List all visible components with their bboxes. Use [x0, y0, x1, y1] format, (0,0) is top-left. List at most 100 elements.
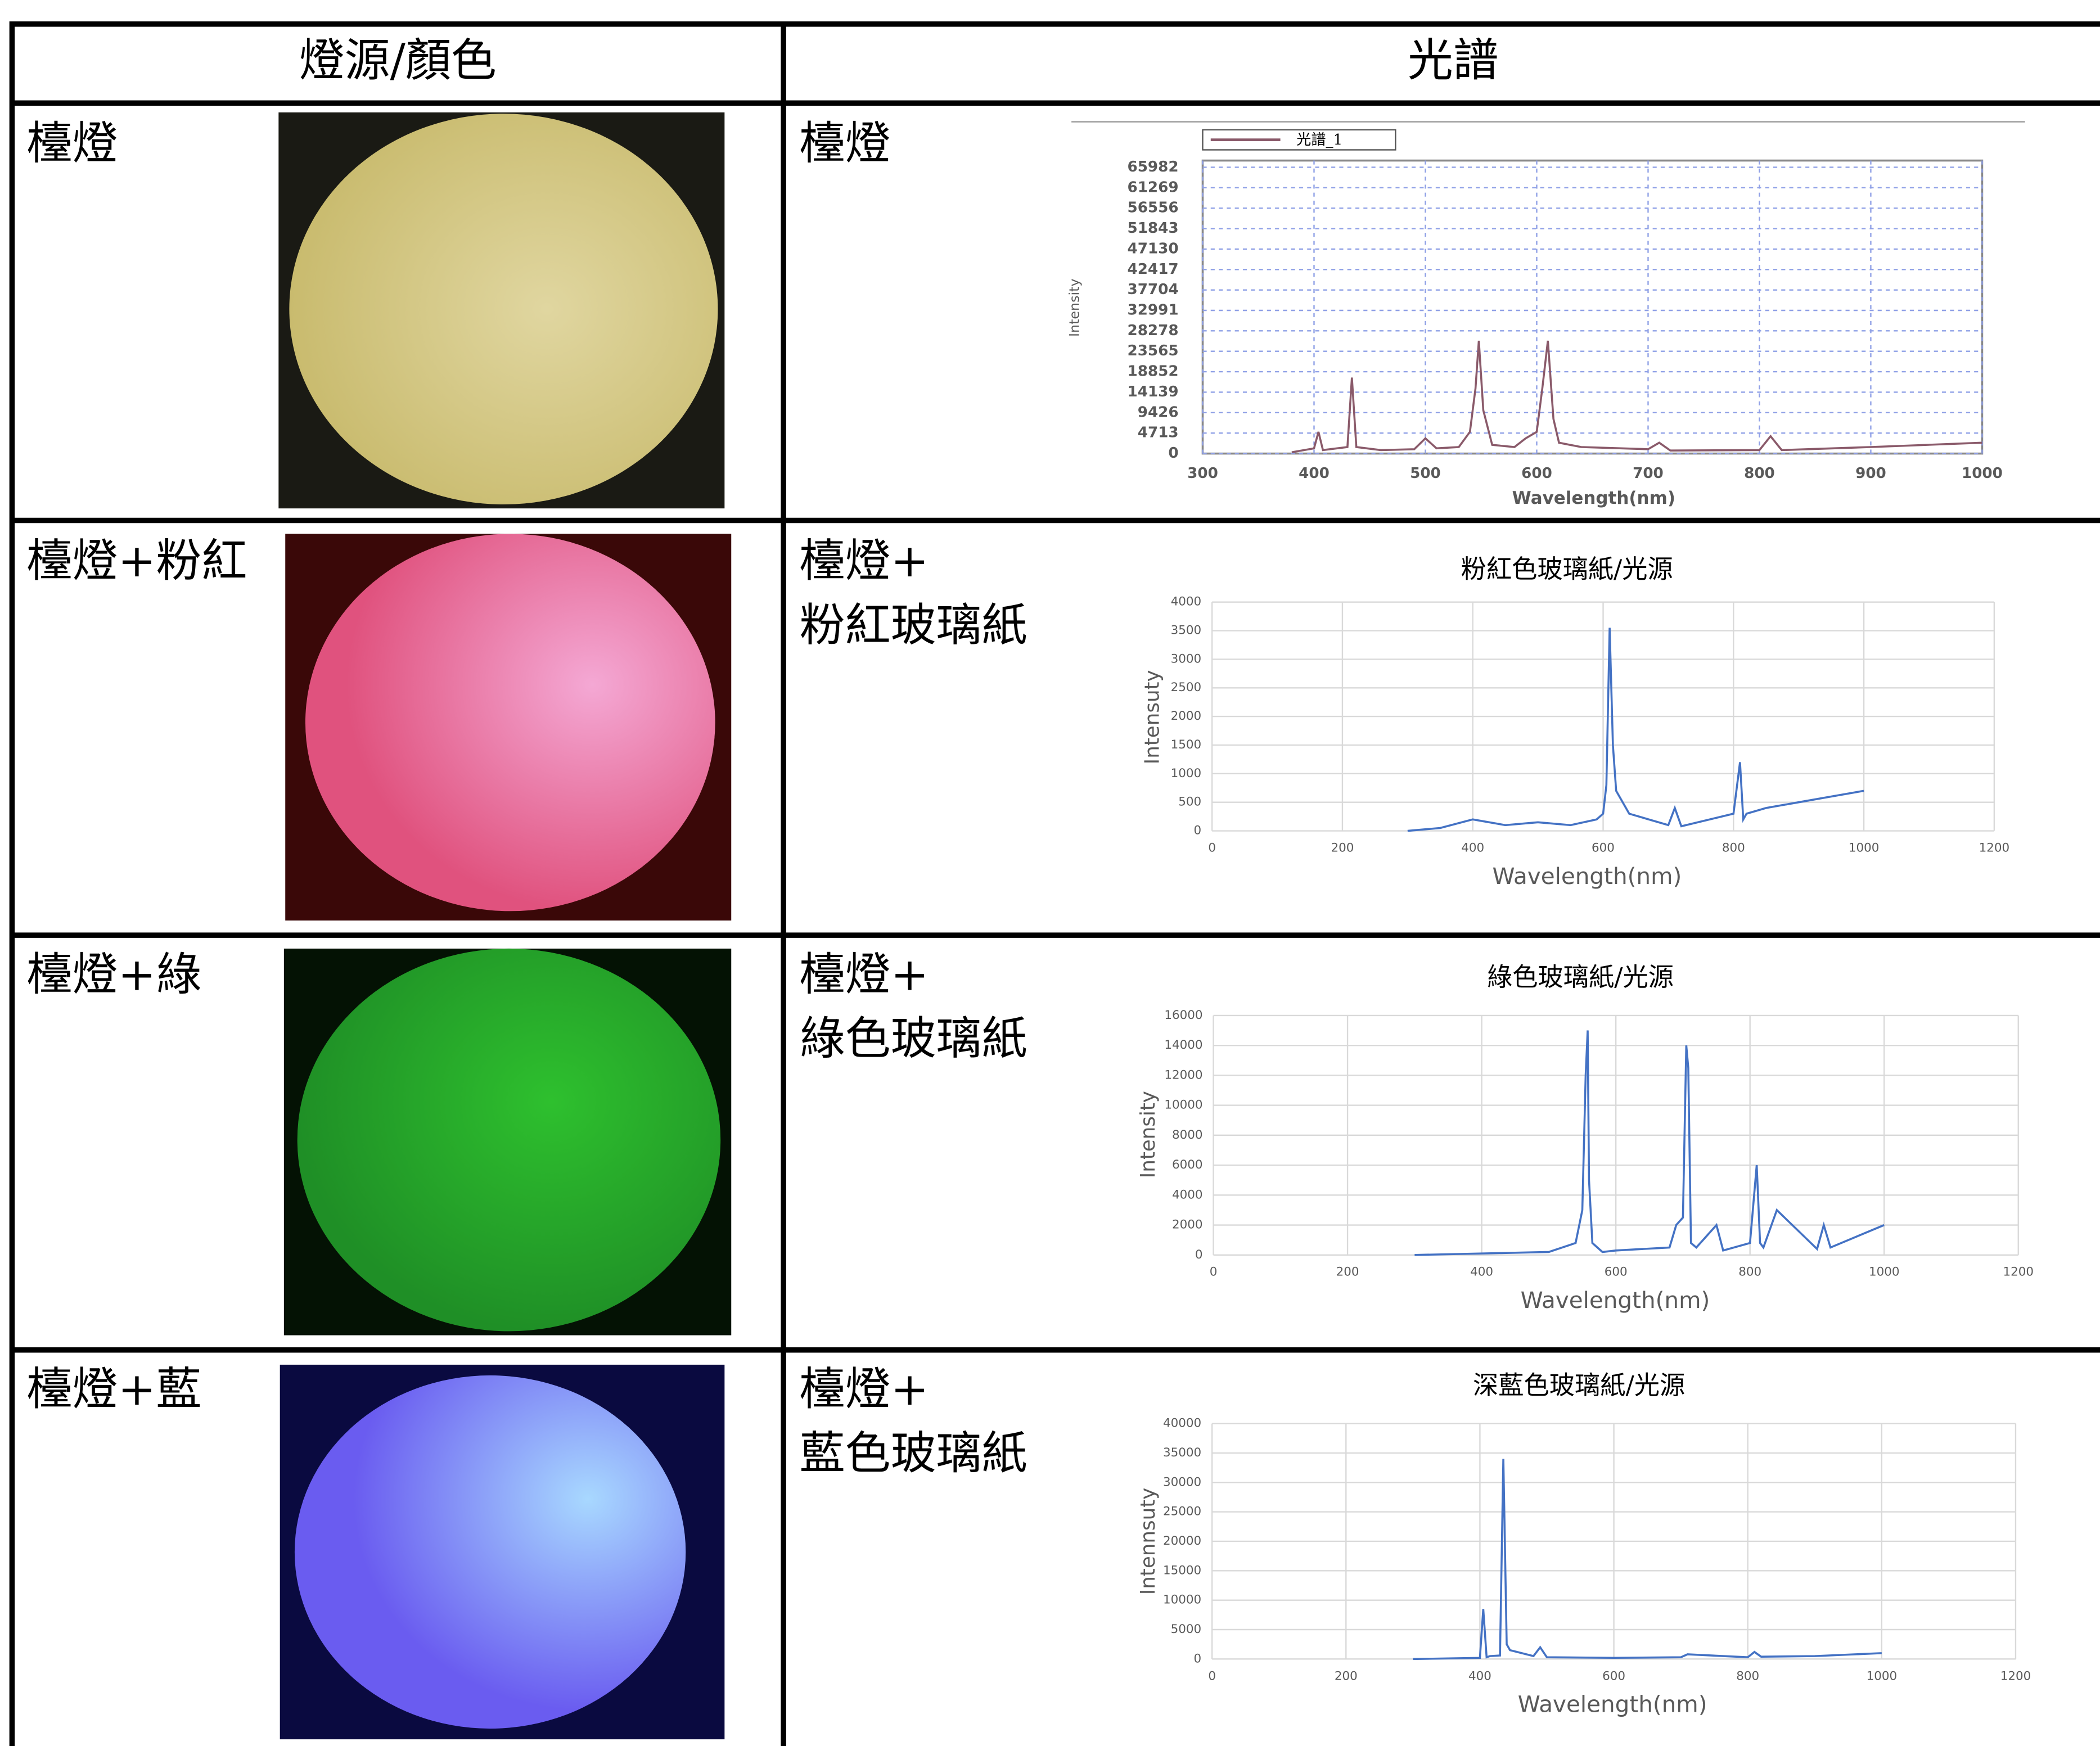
y-tick-label: 35000 [1163, 1446, 1201, 1460]
y-tick-label: 37704 [1128, 281, 1179, 298]
x-tick-label: 400 [1470, 1265, 1493, 1279]
y-tick-label: 14139 [1128, 384, 1179, 400]
chart-title: 粉紅色玻璃紙/光源 [1461, 554, 1673, 584]
y-tick-label: 40000 [1163, 1416, 1201, 1431]
y-tick-label: 30000 [1163, 1475, 1201, 1489]
y-tick-label: 32991 [1128, 302, 1179, 319]
y-tick-label: 3500 [1171, 624, 1202, 638]
x-tick-label: 300 [1187, 465, 1218, 482]
spectrum-line [1413, 1459, 1882, 1661]
x-tick-label: 700 [1633, 465, 1664, 482]
x-tick-label: 800 [1738, 1265, 1761, 1279]
x-axis-label: Wavelength(nm) [1521, 1287, 1710, 1314]
y-tick-label: 56556 [1128, 200, 1179, 216]
x-tick-label: 800 [1736, 1669, 1759, 1683]
y-tick-label: 0 [1193, 824, 1201, 838]
x-tick-label: 600 [1605, 1265, 1628, 1279]
x-tick-label: 1200 [1979, 841, 2010, 855]
source-label: 檯燈+粉紅 [27, 535, 247, 588]
photos [278, 112, 732, 1740]
y-tick-label: 28278 [1128, 322, 1179, 339]
y-tick-label: 4000 [1172, 1188, 1203, 1202]
table-grid [9, 21, 2100, 1746]
x-tick-label: 400 [1299, 465, 1330, 482]
y-tick-label: 0 [1193, 1652, 1201, 1666]
y-tick-label: 0 [1168, 445, 1178, 462]
x-tick-label: 1200 [2003, 1265, 2034, 1279]
y-tick-label: 8000 [1172, 1128, 1203, 1142]
y-axis-label: Intennsuty [1137, 1488, 1160, 1595]
spectrum-line [1407, 628, 1864, 832]
y-tick-label: 10000 [1164, 1098, 1202, 1112]
y-tick-label: 14000 [1164, 1038, 1202, 1052]
x-tick-label: 500 [1410, 465, 1441, 482]
x-tick-label: 400 [1461, 841, 1484, 855]
x-tick-label: 200 [1331, 841, 1354, 855]
spectrum-label: 檯燈 [800, 118, 891, 170]
x-tick-label: 600 [1592, 841, 1615, 855]
spectrum-line [1291, 340, 1982, 454]
y-tick-label: 12000 [1164, 1068, 1202, 1082]
y-tick-label: 61269 [1128, 179, 1179, 196]
y-tick-label: 9426 [1138, 404, 1179, 421]
y-tick-label: 20000 [1163, 1534, 1201, 1548]
y-axis-label: Intensuty [1141, 670, 1164, 764]
y-tick-label: 10000 [1163, 1593, 1201, 1607]
y-tick-label: 2000 [1172, 1218, 1203, 1232]
y-tick-label: 0 [1195, 1248, 1203, 1262]
y-tick-label: 51843 [1128, 220, 1179, 237]
x-tick-label: 1000 [1867, 1669, 1898, 1683]
source-label: 檯燈+綠 [27, 948, 202, 1001]
x-tick-label: 600 [1521, 465, 1552, 482]
x-tick-label: 1000 [1962, 465, 2003, 482]
y-tick-label: 18852 [1128, 363, 1179, 380]
x-axis-label: Wavelength(nm) [1493, 863, 1682, 890]
legend-label: 光譜_1 [1296, 132, 1342, 148]
plot-frame [1201, 159, 1984, 455]
x-tick-label: 200 [1336, 1265, 1359, 1279]
x-tick-label: 1200 [2000, 1669, 2031, 1683]
x-tick-label: 400 [1468, 1669, 1491, 1683]
x-tick-label: 900 [1855, 465, 1886, 482]
spectrum-label: 藍色玻璃紙 [800, 1427, 1028, 1480]
y-tick-label: 1000 [1171, 766, 1202, 780]
y-tick-label: 47130 [1128, 240, 1179, 257]
spectrum-label: 綠色玻璃紙 [800, 1013, 1028, 1066]
y-tick-label: 2000 [1171, 709, 1202, 723]
x-tick-label: 800 [1744, 465, 1775, 482]
x-tick-label: 0 [1208, 1669, 1216, 1683]
y-tick-label: 4000 [1171, 595, 1202, 609]
source-label: 檯燈 [27, 118, 118, 170]
y-tick-label: 1500 [1171, 738, 1202, 752]
spectrum-label: 檯燈+ [800, 948, 929, 1001]
x-axis-label: Wavelength(nm) [1512, 488, 1675, 508]
chart-title: 深藍色玻璃紙/光源 [1473, 1370, 1685, 1400]
y-axis-label: Intensity [1137, 1091, 1160, 1178]
spectrum-label: 粉紅玻璃紙 [800, 599, 1028, 652]
spectrum-label: 檯燈+ [800, 535, 929, 588]
x-tick-label: 200 [1335, 1669, 1358, 1683]
x-tick-label: 1000 [1869, 1265, 1900, 1279]
x-tick-label: 800 [1722, 841, 1745, 855]
y-tick-label: 500 [1178, 795, 1201, 809]
header-cell: 光譜 [1408, 34, 1499, 87]
y-tick-label: 23565 [1128, 342, 1179, 359]
x-tick-label: 600 [1602, 1669, 1625, 1683]
spectrum-line [1414, 1030, 1885, 1256]
x-axis-label: Wavelength(nm) [1518, 1691, 1707, 1718]
header-cell: 燈源/顏色 [299, 34, 497, 87]
y-tick-label: 3000 [1171, 652, 1202, 666]
y-tick-label: 15000 [1163, 1563, 1201, 1577]
y-axis-label: Intensity [1067, 278, 1083, 337]
y-tick-label: 2500 [1171, 680, 1202, 694]
x-tick-label: 0 [1210, 1265, 1218, 1279]
spectrum-label: 檯燈+ [800, 1363, 929, 1416]
y-tick-label: 16000 [1164, 1008, 1202, 1022]
y-tick-label: 4713 [1138, 425, 1179, 441]
y-tick-label: 42417 [1128, 261, 1179, 278]
x-tick-label: 0 [1208, 841, 1216, 855]
y-tick-label: 6000 [1172, 1158, 1203, 1172]
chart-title: 綠色玻璃紙/光源 [1487, 962, 1674, 992]
